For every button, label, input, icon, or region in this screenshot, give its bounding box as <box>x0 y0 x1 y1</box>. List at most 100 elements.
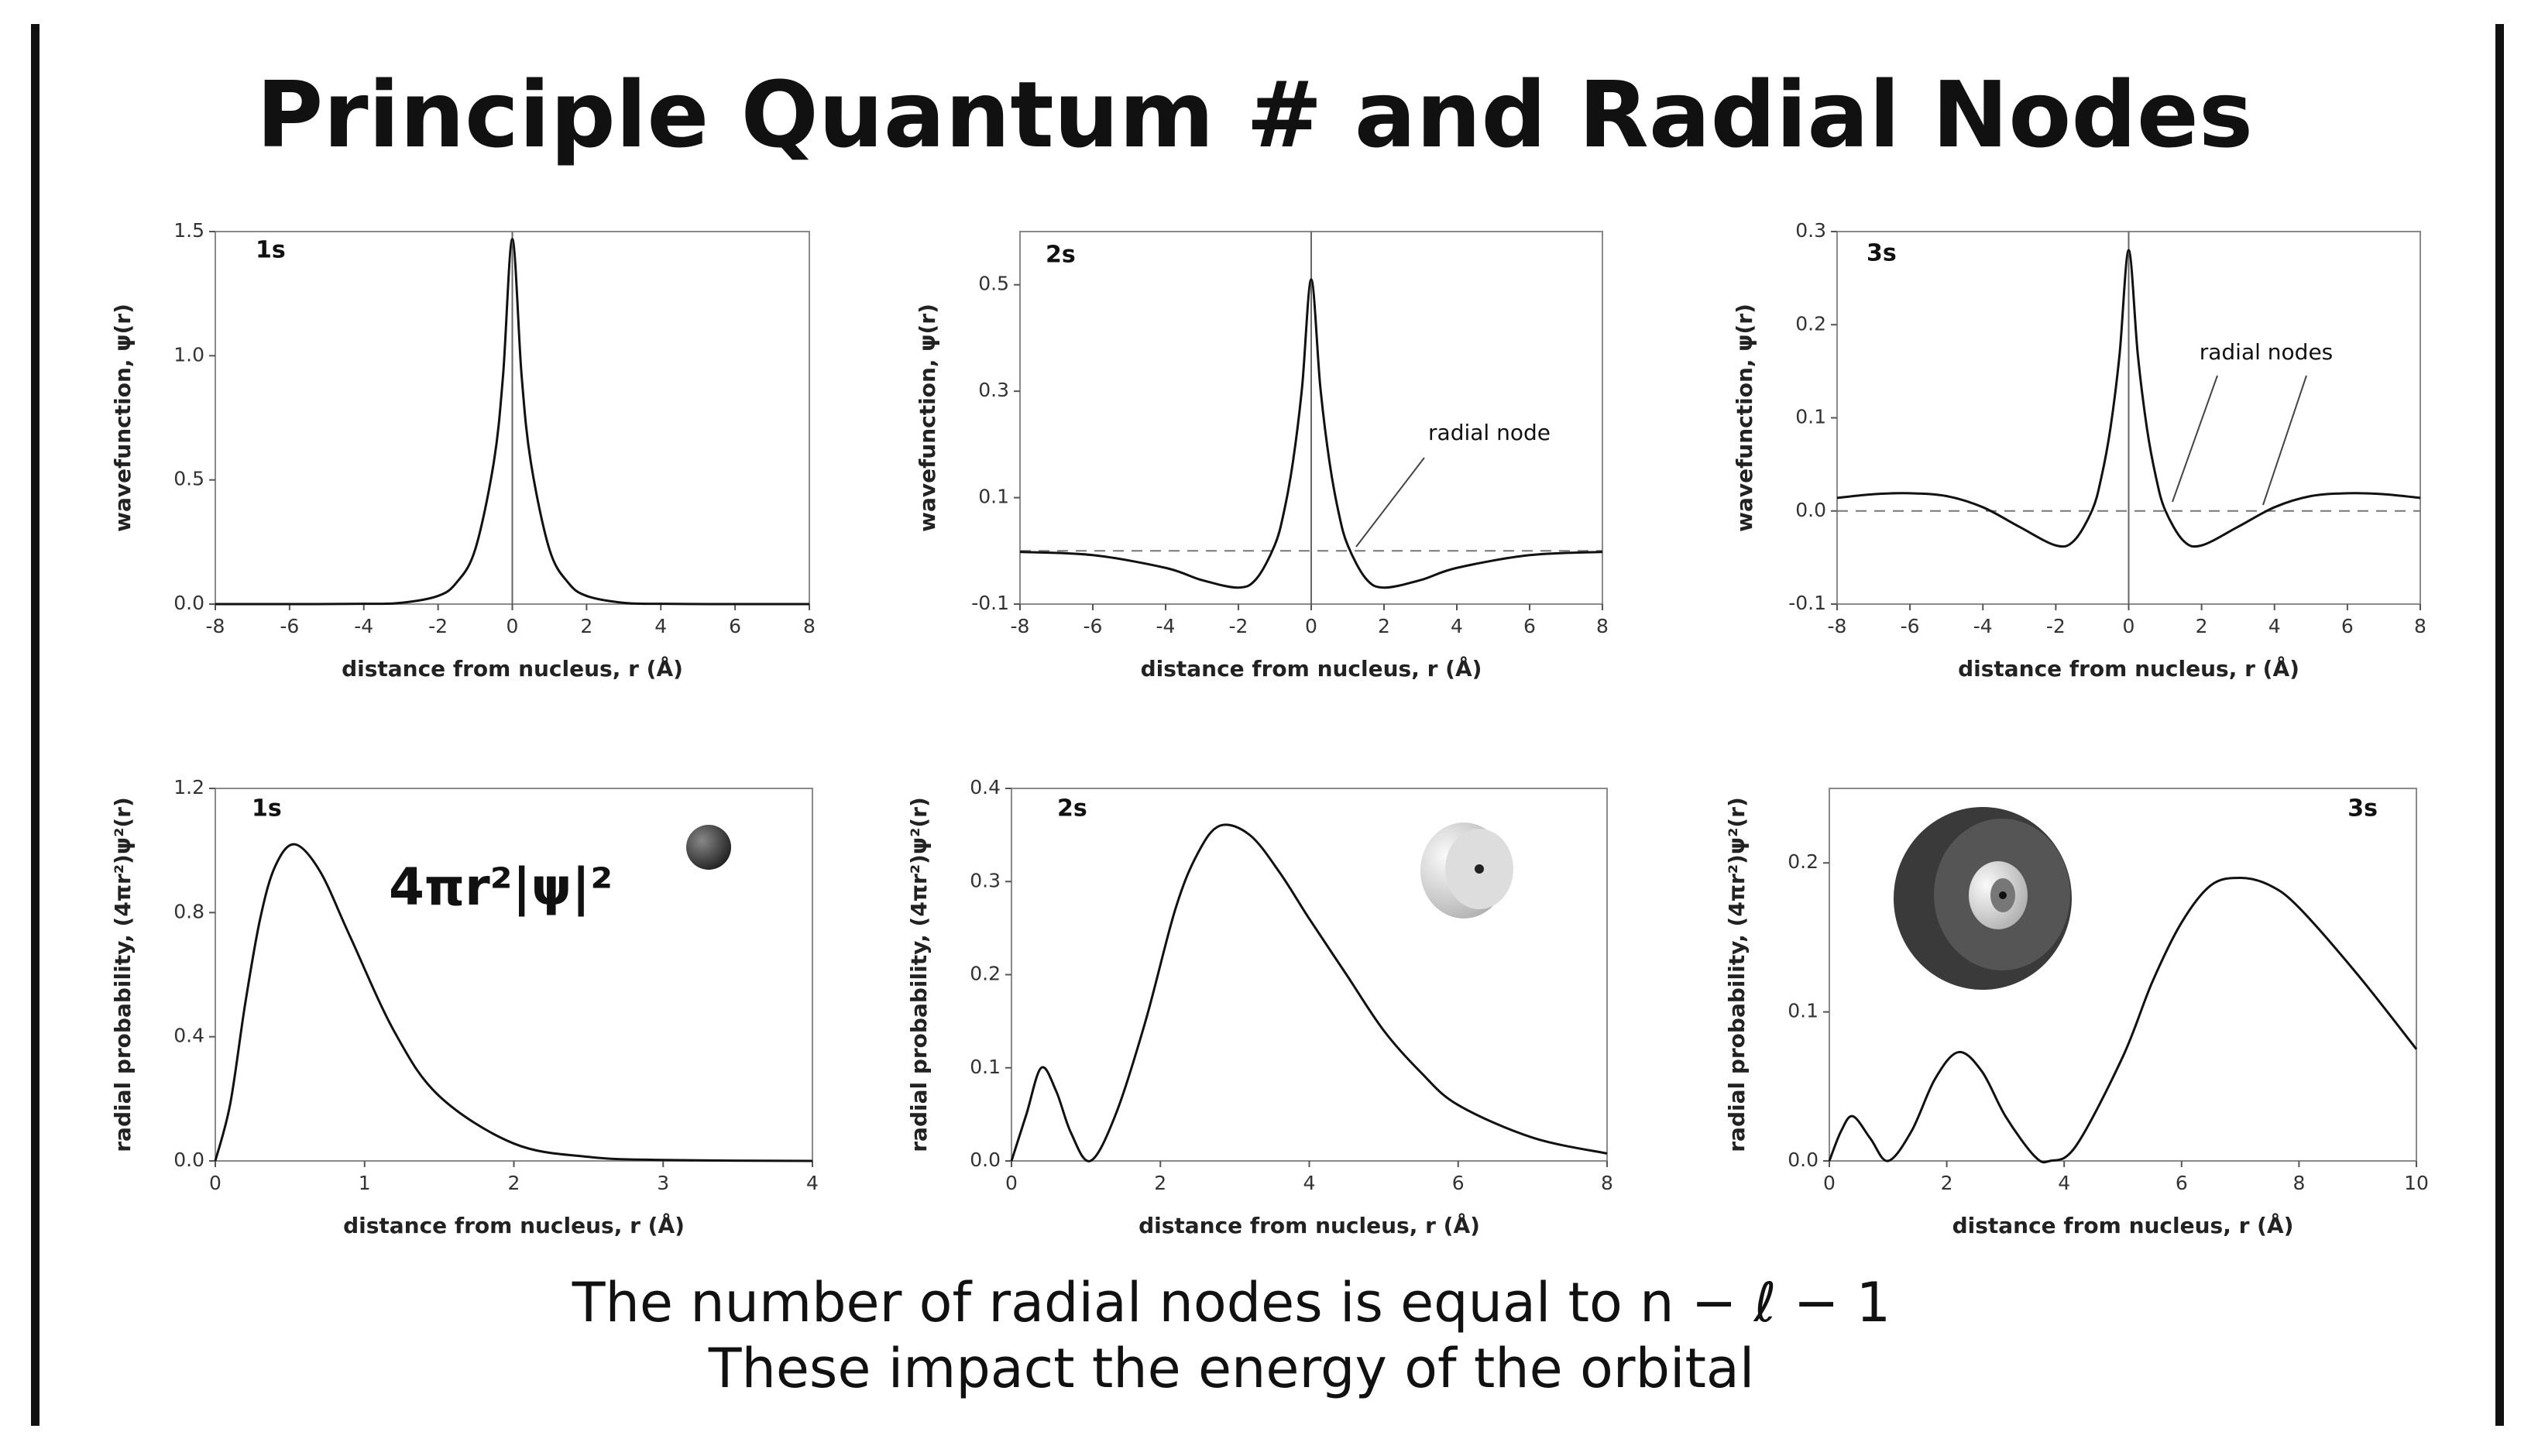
line-series <box>1010 823 1608 1162</box>
x-axis-label: distance from nucleus, r (Å) <box>1952 1212 2294 1238</box>
x-tick-label: -8 <box>1011 615 1030 637</box>
x-tick-label: 0 <box>209 1172 222 1194</box>
x-tick-label: 4 <box>2058 1172 2070 1194</box>
leader-line <box>2262 375 2307 506</box>
y-axis-label: wavefunction, ψ(r) <box>110 304 136 532</box>
y-axis-label: radial probability, (4πr²)ψ²(r) <box>1724 797 1750 1152</box>
x-tick-label: -2 <box>1229 615 1248 637</box>
y-tick-label: 0.5 <box>978 273 1009 295</box>
left-bar <box>31 24 39 1426</box>
plot-frame <box>1011 788 1608 1162</box>
x-tick-label: 2 <box>1378 615 1390 637</box>
x-tick-label: 0 <box>1823 1172 1836 1194</box>
y-tick-label: 0.1 <box>970 1056 1001 1078</box>
line-series <box>1828 876 2418 1164</box>
x-tick-label: 6 <box>1523 615 1536 637</box>
footer-line: The number of radial nodes is equal to n… <box>572 1271 1891 1334</box>
footer-line: These impact the energy of the orbital <box>708 1337 1755 1400</box>
y-tick-label: 0.1 <box>1795 406 1826 428</box>
line-series <box>214 843 813 1162</box>
x-tick-label: -6 <box>280 615 299 637</box>
x-tick-label: 6 <box>2341 615 2354 637</box>
x-tick-label: 2 <box>508 1172 520 1194</box>
x-tick-label: -6 <box>1901 615 1920 637</box>
slide-title: Principle Quantum # and Radial Nodes <box>256 61 2253 168</box>
x-tick-label: 0 <box>1305 615 1317 637</box>
x-tick-label: 1 <box>359 1172 371 1194</box>
x-tick-label: 0 <box>507 615 519 637</box>
panel-label: 3s <box>2347 795 2378 822</box>
line-series <box>215 238 810 606</box>
y-tick-label: 1.5 <box>173 219 204 242</box>
right-bar <box>2495 24 2504 1426</box>
x-tick-label: 0 <box>2123 615 2135 637</box>
y-tick-label: 0.2 <box>1788 850 1818 873</box>
x-tick-label: -4 <box>1973 615 1993 637</box>
y-tick-label: 1.0 <box>173 343 204 366</box>
panel-label: 3s <box>1867 240 1897 267</box>
y-tick-label: 0.3 <box>978 379 1009 401</box>
y-tick-label: 0.5 <box>173 468 204 490</box>
panel-label: 2s <box>1057 795 1087 822</box>
y-axis-label: radial probability, (4πr²)ψ²(r) <box>906 797 932 1152</box>
x-tick-label: -4 <box>354 615 373 637</box>
y-tick-label: 0.3 <box>970 869 1001 891</box>
x-tick-label: 8 <box>2414 615 2426 637</box>
x-tick-label: 10 <box>2404 1172 2429 1194</box>
line-series <box>1019 278 1603 589</box>
x-tick-label: 4 <box>654 615 667 637</box>
x-tick-label: 8 <box>803 615 816 637</box>
x-tick-label: 2 <box>1941 1172 1953 1194</box>
y-tick-label: 0.2 <box>970 963 1001 985</box>
panel-label: 2s <box>1046 242 1076 269</box>
y-tick-label: 0.0 <box>173 592 204 614</box>
x-tick-label: -8 <box>1828 615 1847 637</box>
y-tick-label: 0.1 <box>1788 1000 1818 1022</box>
y-tick-label: 0.0 <box>173 1149 204 1171</box>
x-tick-label: 0 <box>1005 1172 1018 1194</box>
x-tick-label: 4 <box>806 1172 819 1194</box>
x-axis-label: distance from nucleus, r (Å) <box>1138 1212 1480 1238</box>
x-tick-label: 8 <box>1596 615 1609 637</box>
x-tick-label: 2 <box>1154 1172 1166 1194</box>
x-tick-label: -8 <box>206 615 225 637</box>
orbital-icon <box>1894 807 2072 990</box>
x-tick-label: 3 <box>657 1172 669 1194</box>
annotation: 4πr²|ψ|² <box>389 857 613 918</box>
y-tick-label: 0.8 <box>173 900 204 922</box>
annotation: radial node <box>1428 420 1551 445</box>
annotation: radial nodes <box>2200 339 2334 365</box>
x-tick-label: 6 <box>2176 1172 2188 1194</box>
x-axis-label: distance from nucleus, r (Å) <box>343 1212 685 1238</box>
y-tick-label: 0.0 <box>970 1149 1001 1171</box>
y-axis-label: wavefunction, ψ(r) <box>1732 304 1757 532</box>
plot-frame <box>1829 788 2417 1162</box>
orbital-icon <box>686 825 731 870</box>
y-tick-label: 0.3 <box>1795 219 1826 242</box>
y-tick-label: 1.2 <box>173 776 204 798</box>
y-tick-label: 0.1 <box>978 486 1009 508</box>
x-axis-label: distance from nucleus, r (Å) <box>1958 655 2299 682</box>
x-tick-label: -2 <box>428 615 448 637</box>
leader-line <box>1355 457 1425 548</box>
panel-label: 1s <box>256 237 286 264</box>
x-tick-label: 8 <box>1601 1172 1613 1194</box>
x-tick-label: -6 <box>1084 615 1103 637</box>
x-tick-label: -4 <box>1156 615 1176 637</box>
x-axis-label: distance from nucleus, r (Å) <box>1141 655 1482 682</box>
x-tick-label: 2 <box>2196 615 2208 637</box>
x-tick-label: 2 <box>580 615 592 637</box>
y-tick-label: 0.2 <box>1795 312 1826 335</box>
panel-label: 1s <box>252 795 282 822</box>
y-tick-label: 0.4 <box>970 776 1001 798</box>
y-axis-label: radial probability, (4πr²)ψ²(r) <box>110 797 136 1152</box>
y-tick-label: 0.0 <box>1795 499 1826 521</box>
y-tick-label: -0.1 <box>1788 592 1826 614</box>
x-tick-label: 8 <box>2292 1172 2305 1194</box>
x-axis-label: distance from nucleus, r (Å) <box>342 655 683 682</box>
y-tick-label: 0.0 <box>1788 1149 1818 1171</box>
x-tick-label: 4 <box>1451 615 1463 637</box>
x-tick-label: -2 <box>2046 615 2066 637</box>
